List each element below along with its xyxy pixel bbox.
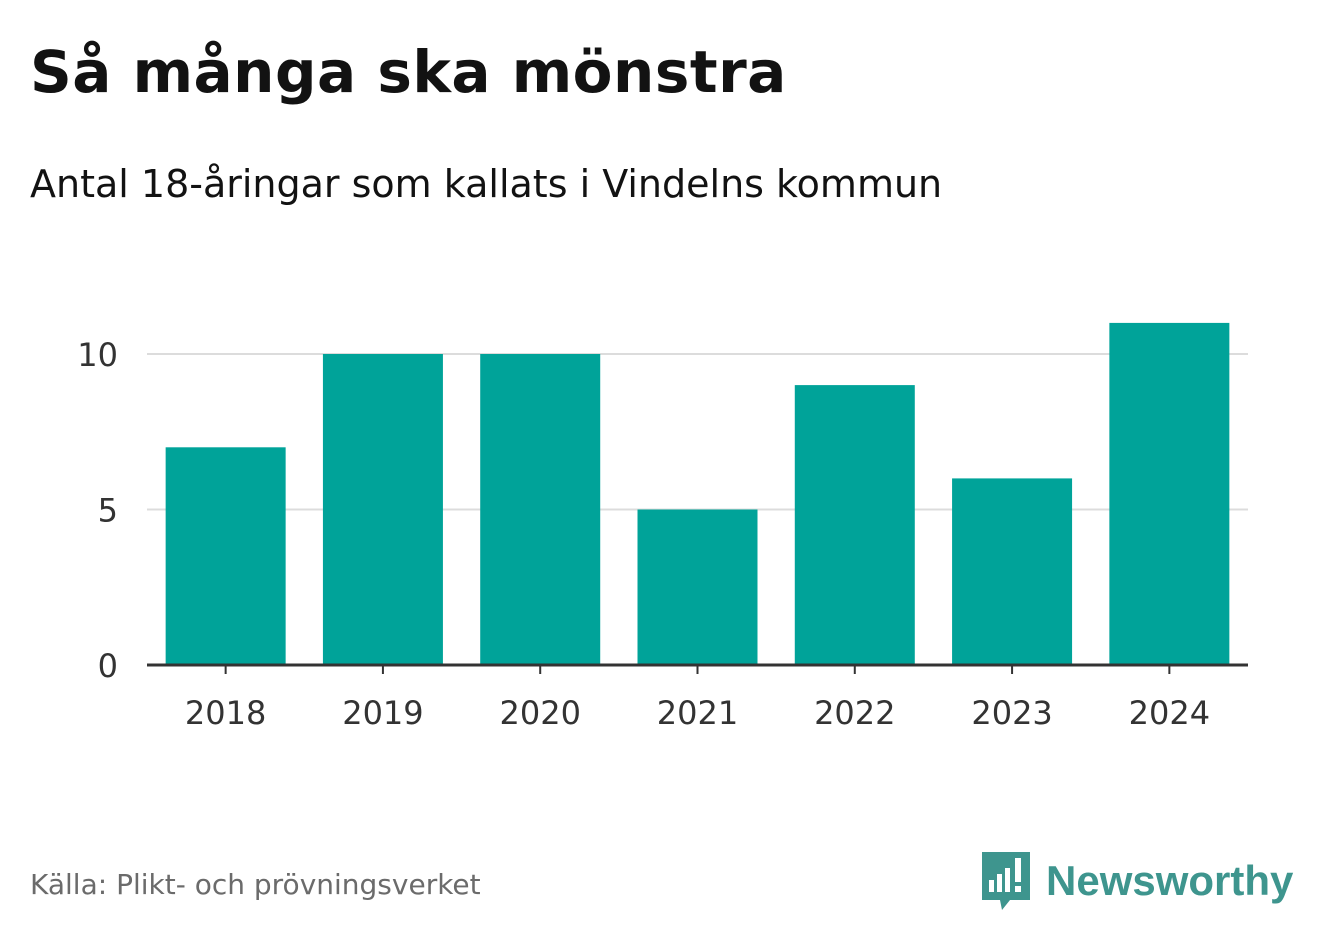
- x-tick-label: 2023: [971, 694, 1052, 732]
- bar-2024[interactable]: [1109, 322, 1230, 665]
- x-tick-label: 2021: [657, 694, 738, 732]
- brand-logo[interactable]: Newsworthy: [980, 850, 1293, 912]
- source-note: Källa: Plikt- och prövningsverket: [30, 868, 481, 901]
- y-tick-label: 5: [98, 492, 118, 530]
- y-tick-label: 0: [98, 647, 118, 685]
- chart-title: Så många ska mönstra: [30, 38, 787, 106]
- newsworthy-logo-icon: [982, 852, 1030, 910]
- bar-2022[interactable]: [794, 385, 915, 665]
- x-tick-label: 2022: [814, 694, 895, 732]
- bar-2018[interactable]: [165, 447, 286, 665]
- x-tick-label: 2024: [1129, 694, 1210, 732]
- y-tick-label: 10: [77, 336, 118, 374]
- x-tick-label: 2020: [499, 694, 580, 732]
- tick-labels: 0 5 10 2018 2019 2020 2021 2022 2023 2024: [77, 336, 1210, 732]
- bar-2019[interactable]: [322, 354, 443, 665]
- bar-2020[interactable]: [480, 354, 601, 665]
- bars: [165, 322, 1230, 666]
- grid-lines: [147, 353, 1248, 511]
- axes: [147, 663, 1248, 674]
- brand-name: Newsworthy: [1046, 857, 1294, 904]
- bar-2021[interactable]: [637, 509, 758, 666]
- x-tick-label: 2018: [185, 694, 266, 732]
- bar-2023[interactable]: [952, 478, 1073, 665]
- chart-subtitle: Antal 18-åringar som kallats i Vindelns …: [30, 162, 943, 206]
- x-tick-label: 2019: [342, 694, 423, 732]
